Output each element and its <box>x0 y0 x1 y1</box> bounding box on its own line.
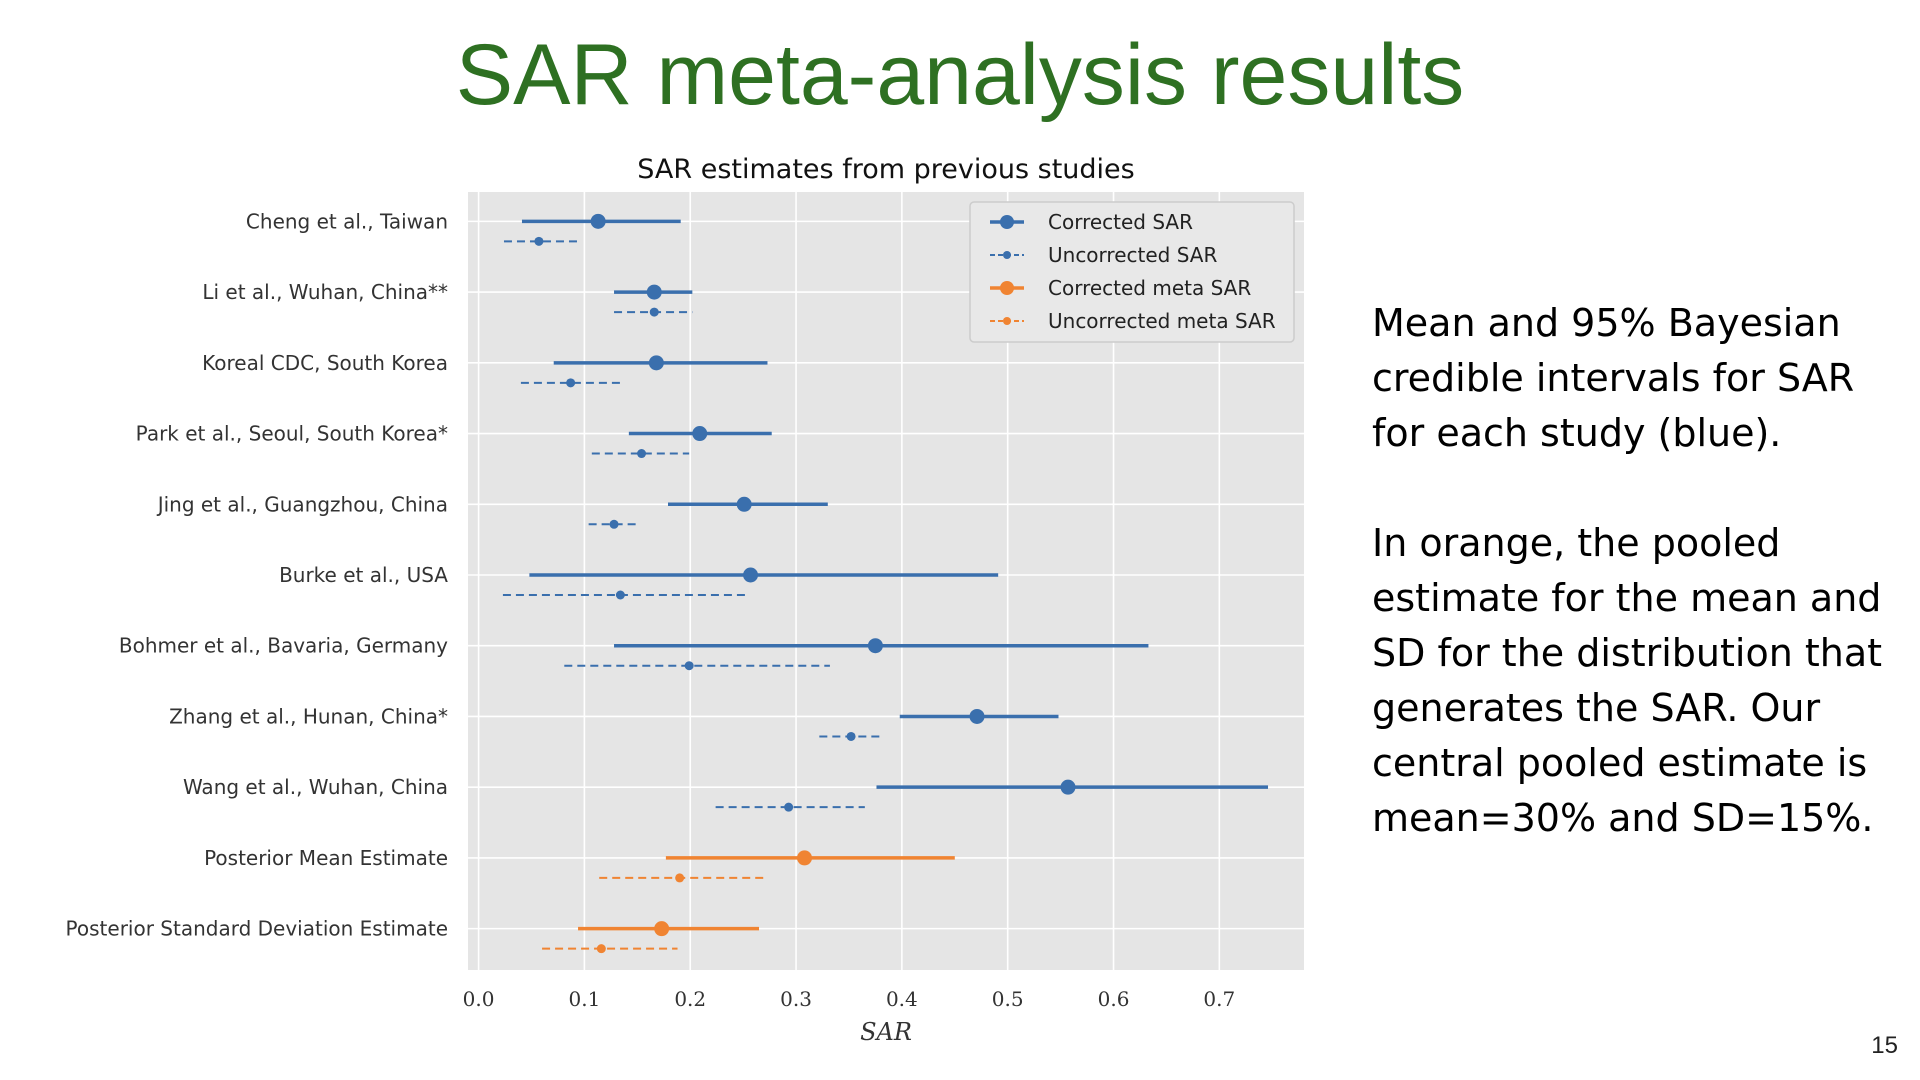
x-tick-label: 0.0 <box>463 987 495 1011</box>
y-tick-label: Wang et al., Wuhan, China <box>183 775 448 799</box>
x-tick-label: 0.3 <box>780 987 812 1011</box>
chart-marks <box>502 213 1269 954</box>
legend-marker <box>1000 281 1014 295</box>
legend-box <box>969 201 1295 343</box>
uncorrected-mean-point <box>534 236 544 246</box>
uncorrected-mean-point <box>615 590 625 600</box>
chart-title: SAR estimates from previous studies <box>637 154 1134 185</box>
y-tick-label: Park et al., Seoul, South Korea* <box>136 422 448 446</box>
side-text: Mean and 95% Bayesian credible intervals… <box>1372 296 1902 846</box>
y-tick-label: Koreal CDC, South Korea <box>202 351 448 375</box>
y-tick-label: Li et al., Wuhan, China** <box>202 280 448 304</box>
legend-label: Corrected meta SAR <box>1048 276 1251 300</box>
corrected-mean-point <box>743 567 759 583</box>
uncorrected-mean-point <box>609 519 619 529</box>
legend-marker <box>1003 317 1011 325</box>
y-tick-label: Burke et al., USA <box>279 563 448 587</box>
corrected-mean-point <box>969 708 985 724</box>
page-number: 15 <box>1871 1032 1898 1059</box>
uncorrected-mean-point <box>637 449 647 459</box>
x-axis-label: SAR <box>860 1018 912 1046</box>
corrected-mean-point <box>590 213 606 229</box>
corrected-mean-point <box>867 638 883 654</box>
corrected-mean-point <box>646 284 662 300</box>
paragraph-pooled: In orange, the pooled estimate for the m… <box>1372 521 1883 840</box>
y-tick-label: Jing et al., Guangzhou, China <box>156 492 448 516</box>
corrected-mean-point <box>648 355 664 371</box>
y-tick-label: Posterior Standard Deviation Estimate <box>66 917 448 941</box>
x-tick-label: 0.2 <box>674 987 706 1011</box>
corrected-mean-point <box>736 496 752 512</box>
legend-label: Uncorrected SAR <box>1048 243 1217 267</box>
uncorrected-mean-point <box>784 802 794 812</box>
legend-label: Corrected SAR <box>1048 210 1193 234</box>
legend-marker <box>1003 251 1011 259</box>
legend-marker <box>1000 215 1014 229</box>
x-tick-label: 0.6 <box>1098 987 1130 1011</box>
y-tick-label: Cheng et al., Taiwan <box>246 209 448 233</box>
uncorrected-mean-point <box>649 307 659 317</box>
corrected-mean-point <box>797 850 813 866</box>
corrected-mean-point <box>692 426 708 442</box>
x-axis-ticks: 0.0 0.1 0.2 0.3 0.4 0.5 0.6 0.7 <box>463 987 1236 1011</box>
legend-label: Uncorrected meta SAR <box>1048 309 1276 333</box>
uncorrected-mean-point <box>596 944 606 954</box>
x-tick-label: 0.1 <box>568 987 600 1011</box>
corrected-mean-point <box>654 921 670 937</box>
corrected-mean-point <box>1060 779 1076 795</box>
uncorrected-mean-point <box>846 731 856 741</box>
legend: Corrected SAR Uncorrected SAR Corrected me… <box>969 201 1295 343</box>
paragraph-intervals: Mean and 95% Bayesian credible intervals… <box>1372 301 1855 455</box>
x-tick-label: 0.4 <box>886 987 918 1011</box>
uncorrected-mean-point <box>684 661 694 671</box>
y-tick-label: Zhang et al., Hunan, China* <box>169 704 448 728</box>
slide-title: SAR meta-analysis results <box>455 27 1465 123</box>
uncorrected-mean-point <box>675 873 685 883</box>
x-tick-label: 0.7 <box>1203 987 1235 1011</box>
y-tick-label: Bohmer et al., Bavaria, Germany <box>119 634 448 658</box>
uncorrected-mean-point <box>566 378 576 388</box>
y-tick-label: Posterior Mean Estimate <box>204 846 448 870</box>
x-tick-label: 0.5 <box>992 987 1024 1011</box>
y-axis-labels: Cheng et al., Taiwan Li et al., Wuhan, Ch… <box>66 209 449 940</box>
